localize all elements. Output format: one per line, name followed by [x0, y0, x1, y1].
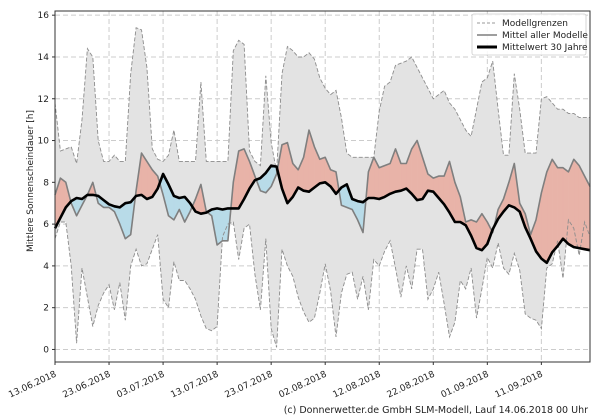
y-tick-label: 0 [43, 345, 49, 355]
y-tick-label: 8 [43, 178, 49, 188]
y-tick-label: 2 [43, 304, 49, 314]
y-tick-label: 16 [38, 11, 50, 21]
legend-label-mittelwert-30-jahre: Mittelwert 30 Jahre [502, 43, 588, 53]
x-tick-label: 01.09.2018 [440, 370, 491, 401]
legend-label-modellgrenzen: Modellgrenzen [502, 19, 568, 29]
lower-bound-line [54, 218, 591, 348]
above-normal-fill [384, 163, 391, 198]
y-axis: 0 2 4 6 8 10 12 14 16 [38, 11, 55, 355]
y-tick-label: 14 [38, 53, 50, 63]
plot-frame [54, 10, 591, 363]
x-tick-label: 22.08.2018 [386, 370, 437, 401]
x-tick-label: 03.07.2018 [115, 370, 166, 401]
x-tick-label: 11.09.2018 [494, 370, 545, 401]
upper-bound-line [54, 27, 590, 172]
above-normal-fill [400, 163, 407, 191]
above-normal-fill [568, 159, 574, 248]
above-normal-fill [319, 156, 326, 184]
area-layer [54, 27, 591, 348]
x-tick-label: 23.06.2018 [61, 370, 112, 401]
y-axis-label: Mittlere Sonnenscheindauer [h] [26, 110, 36, 252]
above-normal-fill [411, 139, 418, 201]
x-tick-label: 02.08.2018 [278, 370, 329, 401]
y-tick-label: 10 [38, 137, 50, 147]
x-tick-label: 12.08.2018 [332, 370, 383, 401]
model-envelope-area [55, 27, 590, 348]
model-mean-line [54, 129, 591, 246]
y-tick-label: 6 [43, 220, 49, 230]
climate-mean-line [53, 164, 591, 265]
above-normal-fill [551, 158, 558, 253]
x-axis: 13.06.2018 23.06.2018 03.07.2018 13.07.2018… [7, 362, 545, 400]
y-tick-label: 4 [43, 262, 49, 272]
legend-box [471, 13, 587, 56]
below-normal-fill [216, 208, 223, 246]
line-layer [53, 27, 591, 348]
y-tick-label: 12 [38, 95, 49, 105]
above-normal-fill [584, 175, 591, 251]
x-tick-label: 13.06.2018 [7, 370, 58, 401]
x-tick-label: 13.07.2018 [169, 370, 220, 401]
above-normal-fill [546, 159, 553, 263]
below-normal-fill [125, 201, 131, 240]
below-normal-fill [222, 208, 229, 242]
legend-label-mittel-aller-modelle: Mittel aller Modelle [502, 31, 588, 41]
above-normal-fill [557, 167, 564, 247]
above-normal-fill [379, 165, 385, 200]
x-tick-label: 23.07.2018 [224, 370, 275, 401]
copyright-credit: (c) Donnerwetter.de GmbH SLM-Modell, Lau… [283, 405, 588, 416]
legend: Modellgrenzen Mittel aller Modelle Mitte… [471, 13, 588, 56]
above-normal-fill [573, 158, 580, 249]
